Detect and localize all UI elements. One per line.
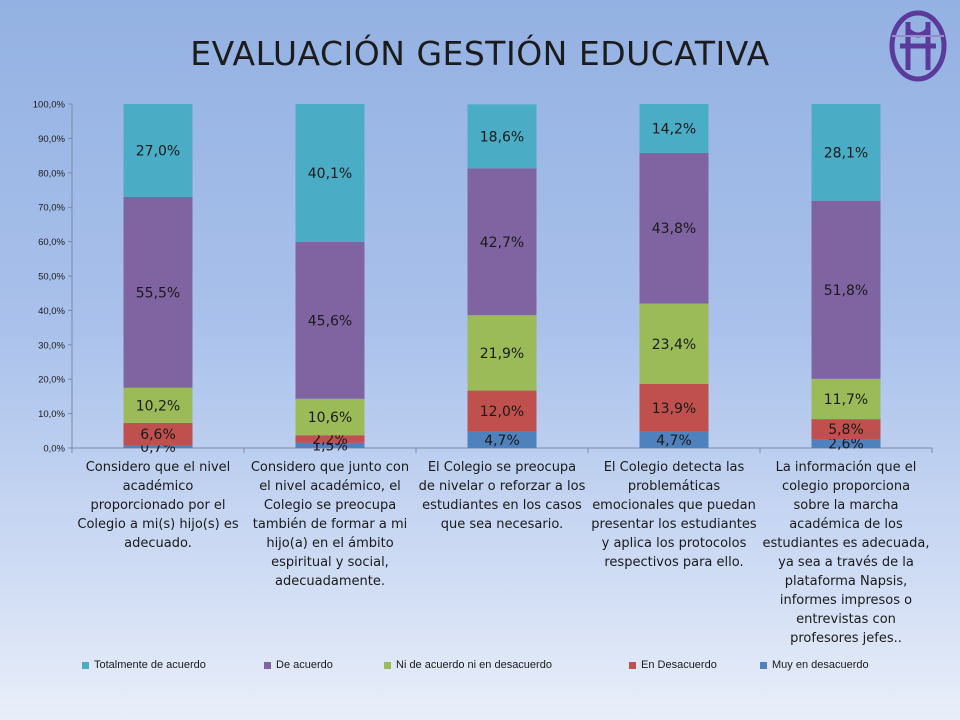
bar-segment	[467, 104, 537, 169]
bar-segment	[467, 168, 537, 316]
data-label: 14,2%	[652, 121, 696, 137]
data-label: 4,7%	[656, 433, 692, 449]
legend-swatch	[82, 661, 89, 669]
y-tick-label: 90,0%	[38, 134, 65, 145]
bar-segment	[639, 303, 709, 385]
data-label: 10,2%	[136, 398, 180, 414]
data-label: 6,6%	[140, 427, 176, 443]
chart-legend: Totalmente de acuerdo De acuerdo Ni de acu…	[72, 655, 932, 675]
y-tick-label: 50,0%	[38, 272, 65, 283]
legend-label: En Desacuerdo	[641, 659, 717, 671]
bar-segment	[295, 241, 365, 399]
school-crest-icon	[889, 10, 947, 82]
bar-segment	[811, 439, 881, 448]
data-label: 11,7%	[824, 392, 868, 408]
data-label: 40,1%	[308, 166, 352, 182]
bar-segment	[295, 435, 365, 443]
y-tick-label: 10,0%	[38, 409, 65, 420]
data-label: 55,5%	[136, 285, 180, 301]
bar-segment	[639, 152, 709, 304]
data-label: 42,7%	[480, 235, 524, 251]
bar-segment	[639, 104, 709, 153]
data-label: 51,8%	[824, 283, 868, 299]
legend-swatch	[384, 661, 391, 669]
bar-segment	[811, 104, 881, 201]
x-category-label: Considero que junto con el nivel académi…	[250, 460, 410, 589]
x-category-label: Considero que el nivel académico proporc…	[77, 460, 239, 551]
bar-segment	[467, 431, 537, 448]
bar-segment	[123, 445, 193, 448]
data-label: 43,8%	[652, 221, 696, 237]
y-tick-label: 80,0%	[38, 168, 65, 179]
data-label: 23,4%	[652, 337, 696, 353]
data-label: 12,0%	[480, 404, 524, 420]
legend-item: De acuerdo	[264, 655, 333, 675]
bar-segment	[295, 398, 365, 436]
y-tick-label: 100,0%	[33, 100, 66, 111]
legend-item: Ni de acuerdo ni en desacuerdo	[384, 655, 552, 675]
bar-segment	[295, 104, 365, 242]
bar-segment	[467, 390, 537, 432]
data-label: 10,6%	[308, 410, 352, 426]
x-category-label: La información que el colegio proporcion…	[762, 460, 930, 646]
bar-segment	[811, 419, 881, 440]
y-tick-label: 60,0%	[38, 237, 65, 248]
legend-swatch	[629, 661, 636, 669]
bar-segment	[295, 442, 365, 448]
bar-segment	[467, 315, 537, 391]
x-category-label: El Colegio se preocupa de nivelar o refo…	[418, 460, 586, 532]
bar-segment	[123, 196, 193, 388]
bar-segment	[123, 104, 193, 197]
y-tick-label: 20,0%	[38, 375, 65, 386]
data-label: 2,2%	[312, 432, 348, 448]
data-label: 18,6%	[480, 129, 524, 145]
data-label: 21,9%	[480, 346, 524, 362]
data-label: 45,6%	[308, 313, 352, 329]
legend-item: En Desacuerdo	[629, 655, 717, 675]
bar-segment	[123, 422, 193, 446]
data-label: 4,7%	[484, 433, 520, 449]
y-tick-label: 70,0%	[38, 203, 65, 214]
bar-segment	[123, 387, 193, 423]
y-tick-label: 40,0%	[38, 306, 65, 317]
y-tick-label: 30,0%	[38, 340, 65, 351]
legend-swatch	[264, 661, 271, 669]
data-label: 27,0%	[136, 143, 180, 159]
data-label: 2,6%	[828, 437, 864, 453]
legend-label: Totalmente de acuerdo	[94, 659, 206, 671]
legend-label: Muy en desacuerdo	[772, 659, 869, 671]
legend-item: Totalmente de acuerdo	[82, 655, 206, 675]
bar-segment	[811, 200, 881, 379]
legend-item: Muy en desacuerdo	[760, 655, 869, 675]
legend-label: Ni de acuerdo ni en desacuerdo	[396, 659, 552, 671]
bar-segment	[811, 378, 881, 420]
bar-segment	[639, 431, 709, 448]
data-label: 13,9%	[652, 401, 696, 417]
legend-swatch	[760, 661, 767, 669]
legend-label: De acuerdo	[276, 659, 333, 671]
data-label: 28,1%	[824, 145, 868, 161]
y-tick-label: 0,0%	[43, 444, 65, 455]
bar-segment	[639, 384, 709, 432]
chart-title: EVALUACIÓN GESTIÓN EDUCATIVA	[190, 34, 770, 73]
data-label: 5,8%	[828, 422, 864, 438]
x-category-label: El Colegio detecta las problemáticas emo…	[591, 460, 757, 570]
